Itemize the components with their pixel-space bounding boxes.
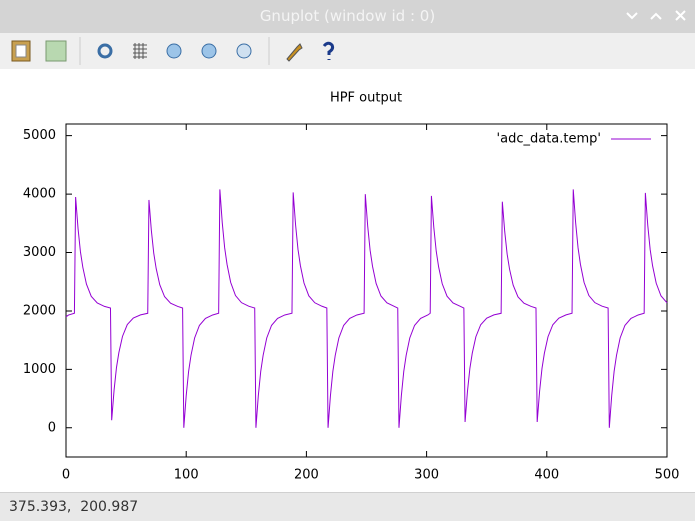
minimize-button[interactable] <box>626 12 638 20</box>
chart: HPF output 0 1000 2000 3000 4000 5000 0 100 200 3… <box>0 69 695 492</box>
x-tick-label: 100 <box>174 468 199 483</box>
zoom-next-button[interactable] <box>201 43 217 59</box>
y-tick-label: 1000 <box>23 362 56 377</box>
config-button[interactable] <box>286 43 303 62</box>
y-tick-label: 4000 <box>23 187 56 202</box>
window-title: Gnuplot (window id : 0) <box>259 7 436 25</box>
y-tick-label: 0 <box>48 420 56 435</box>
data-line <box>65 189 668 428</box>
mouse-coordinates: 375.393, 200.987 <box>9 499 139 515</box>
print-button[interactable] <box>45 40 67 62</box>
close-button[interactable] <box>675 10 686 21</box>
copy-icon <box>15 44 27 58</box>
plot-background <box>0 69 695 492</box>
chart-title: HPF output <box>330 91 402 106</box>
maximize-button[interactable] <box>650 12 662 20</box>
y-tick-label: 2000 <box>23 303 56 318</box>
autoscale-button[interactable] <box>236 43 252 59</box>
grid-button[interactable] <box>133 43 147 59</box>
x-tick-label: 400 <box>534 468 559 483</box>
x-tick-label: 200 <box>294 468 319 483</box>
toolbar <box>0 33 695 69</box>
legend-label: 'adc_data.temp' <box>497 132 601 147</box>
toolbar-icons <box>11 37 335 65</box>
x-tick-label: 300 <box>414 468 439 483</box>
status-bar: 375.393, 200.987 <box>0 492 695 521</box>
title-bar: Gnuplot (window id : 0) <box>0 0 695 33</box>
plot-frame <box>65 123 668 458</box>
zoom-prev-button[interactable] <box>166 43 182 59</box>
replot-button[interactable] <box>97 43 113 59</box>
y-tick-label: 3000 <box>23 245 56 260</box>
x-tick-label: 500 <box>655 468 680 483</box>
x-tick-label: 0 <box>62 468 70 483</box>
window-controls <box>626 10 686 21</box>
y-tick-label: 5000 <box>23 128 56 143</box>
help-button[interactable] <box>322 41 335 60</box>
